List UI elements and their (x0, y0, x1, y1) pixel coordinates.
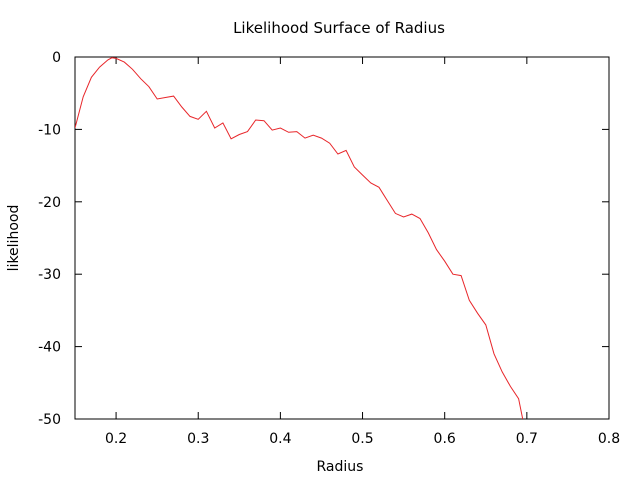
x-tick-label: 0.6 (434, 431, 456, 447)
y-tick-label: -10 (38, 122, 61, 138)
x-tick-label: 0.4 (269, 431, 291, 447)
y-axis-label: likelihood (6, 205, 22, 272)
x-tick-label: 0.2 (105, 431, 127, 447)
y-tick-label: -30 (38, 267, 61, 283)
chart-title: Likelihood Surface of Radius (233, 19, 445, 37)
y-tick-label: -40 (38, 340, 61, 356)
y-tick-label: -20 (38, 195, 61, 211)
series-line (75, 57, 524, 419)
x-axis: 0.2 0.3 0.4 0.5 0.6 0.7 0.8 (105, 57, 620, 447)
x-tick-label: 0.7 (516, 431, 538, 447)
y-tick-label: 0 (52, 50, 61, 66)
x-tick-label: 0.3 (187, 431, 209, 447)
x-tick-label: 0.8 (598, 431, 620, 447)
x-tick-label: 0.5 (351, 431, 373, 447)
series-group (75, 57, 524, 419)
y-axis: 0 -10 -20 -30 -40 -50 (38, 50, 609, 428)
plot-frame (74, 56, 610, 420)
y-tick-label: -50 (38, 412, 61, 428)
x-axis-label: Radius (317, 459, 364, 475)
